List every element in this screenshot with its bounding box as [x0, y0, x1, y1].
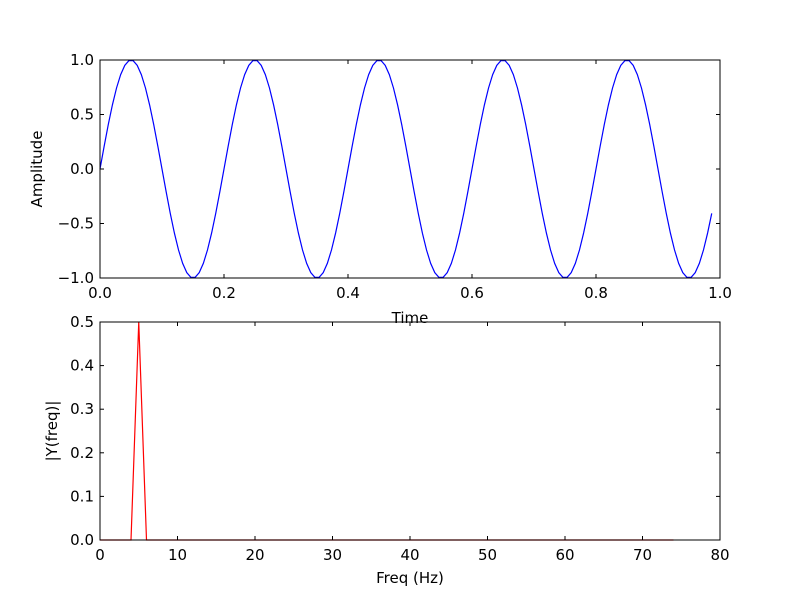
time-x-tick-label: 0.8: [584, 284, 608, 302]
freq-x-tick-label: 10: [168, 546, 187, 564]
freq-y-tick-label: 0.1: [70, 487, 94, 505]
sine-wave-line: [99, 60, 713, 278]
time-x-tick-label: 1.0: [708, 284, 732, 302]
time-y-tick-label: 1.0: [70, 51, 94, 69]
time-x-ticks: 0.0 0.2 0.4 0.6 0.8 1.0: [88, 60, 732, 302]
time-x-tick-label: 0.6: [460, 284, 484, 302]
time-x-tick-label: 0.4: [336, 284, 360, 302]
freq-x-tick-label: 80: [710, 546, 729, 564]
time-domain-plot: 0.0 0.2 0.4 0.6 0.8 1.0 −1.0−0.50.00.51.0 Tim…: [28, 51, 732, 327]
frequency-domain-plot: 0 10 20 30 40 50 60 70 80 0.0 0.1 0.2 0.3 0.4 0.5 Fre…: [43, 313, 730, 587]
freq-x-tick-label: 40: [400, 546, 419, 564]
time-y-tick-label: 0.0: [70, 160, 94, 178]
freq-y-axis-label: |Y(freq)|: [43, 401, 61, 462]
freq-y-tick-label: 0.5: [70, 313, 94, 331]
freq-x-tick-label: 30: [323, 546, 342, 564]
freq-y-tick-label: 0.0: [70, 531, 94, 549]
freq-x-tick-label: 20: [245, 546, 264, 564]
freq-x-tick-label: 60: [555, 546, 574, 564]
time-y-tick-label: 0.5: [70, 106, 94, 124]
freq-x-ticks: 0 10 20 30 40 50 60 70 80: [95, 322, 730, 564]
freq-x-axis-label: Freq (Hz): [376, 569, 444, 587]
time-y-tick-label: −1.0: [58, 269, 94, 287]
time-x-tick-label: 0.0: [88, 284, 112, 302]
freq-y-tick-label: 0.4: [70, 357, 94, 375]
time-x-tick-label: 0.2: [212, 284, 236, 302]
freq-x-tick-label: 50: [478, 546, 497, 564]
time-y-axis-label: Amplitude: [28, 131, 46, 208]
freq-y-ticks: 0.0 0.1 0.2 0.3 0.4 0.5: [70, 313, 720, 549]
time-y-ticks: −1.0 −0.5 0.0 0.5 1.0: [58, 51, 720, 287]
freq-y-tick-label: 0.3: [70, 400, 94, 418]
freq-x-tick-label: 0: [95, 546, 105, 564]
freq-y-tick-label: 0.2: [70, 444, 94, 462]
freq-x-tick-label: 70: [633, 546, 652, 564]
time-y-tick-label: −0.5: [58, 215, 94, 233]
